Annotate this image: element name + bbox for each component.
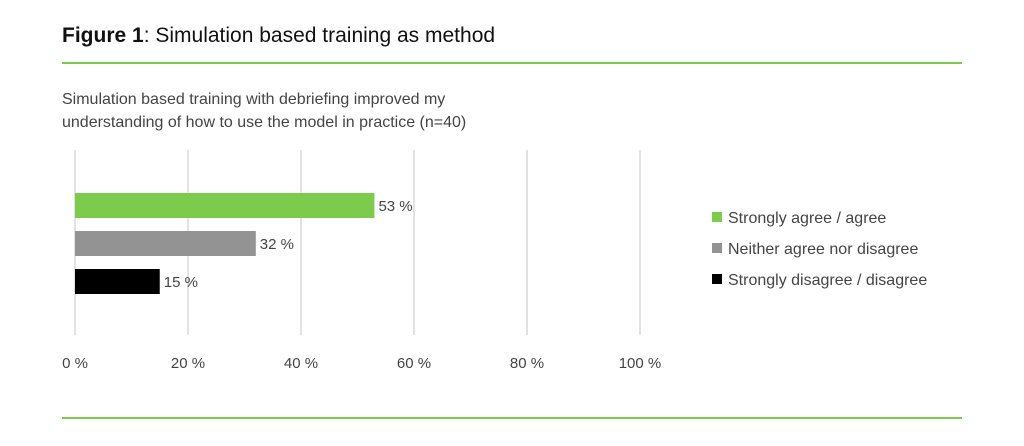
data-label: 53 % xyxy=(378,198,412,215)
chart-subtitle: Simulation based training with debriefin… xyxy=(62,91,467,131)
legend-swatch xyxy=(712,212,722,222)
figure-title: Figure 1: Simulation based training as m… xyxy=(62,24,495,48)
x-tick-label: 40 % xyxy=(284,355,318,372)
top-divider xyxy=(62,62,962,64)
x-tick-label: 0 % xyxy=(62,355,88,372)
bar xyxy=(75,231,256,256)
x-tick-label: 80 % xyxy=(510,355,544,372)
x-tick-label: 60 % xyxy=(397,355,431,372)
figure-title-text: : Simulation based training as method xyxy=(143,24,496,47)
legend-swatch xyxy=(712,274,722,284)
x-tick-label: 20 % xyxy=(171,355,205,372)
bar xyxy=(75,269,160,294)
legend-label: Strongly agree / agree xyxy=(728,210,886,227)
data-label: 32 % xyxy=(260,236,294,253)
bottom-divider xyxy=(62,417,962,419)
legend-label: Strongly disagree / disagree xyxy=(728,272,927,289)
figure-label: Figure 1 xyxy=(62,24,144,47)
bar xyxy=(75,193,375,218)
data-label: 15 % xyxy=(164,274,198,291)
x-tick-label: 100 % xyxy=(619,355,662,372)
legend-swatch xyxy=(712,243,722,253)
legend-label: Neither agree nor disagree xyxy=(728,241,918,258)
